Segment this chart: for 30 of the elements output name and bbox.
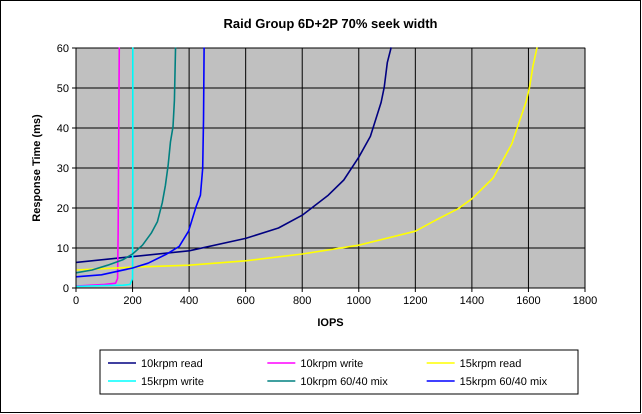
y-tick-label: 10: [56, 243, 69, 255]
x-tick-label: 1600: [516, 295, 541, 307]
chart-title: Raid Group 6D+2P 70% seek width: [224, 16, 438, 31]
y-tick-label: 60: [56, 43, 69, 55]
x-tick-label: 800: [293, 295, 312, 307]
legend-label: 15krpm read: [460, 358, 522, 370]
line-series: [76, 47, 392, 264]
x-axis-title: IOPS: [317, 317, 344, 329]
legend-label: 15krpm write: [141, 376, 204, 388]
x-tick-label: 0: [72, 295, 80, 307]
legend-label: 10krpm 60/40 mix: [300, 376, 388, 388]
y-tick-label: 20: [56, 203, 69, 215]
y-tick-label: 30: [56, 163, 69, 175]
legend-label: 10krpm write: [300, 358, 364, 370]
line-series: [76, 47, 176, 274]
x-tick-label: 400: [180, 295, 198, 307]
legend-label: 15krpm 60/40 mix: [460, 376, 548, 388]
x-tick-label: 600: [236, 295, 255, 307]
x-tick-label: 1200: [403, 295, 428, 307]
x-tick-label: 1000: [346, 295, 372, 307]
legend-label: 10krpm read: [141, 358, 203, 370]
line-series: [76, 47, 205, 278]
y-tick-label: 0: [62, 283, 69, 295]
line-series: [76, 47, 538, 271]
x-tick-label: 1800: [572, 295, 598, 307]
y-tick-label: 50: [56, 83, 69, 95]
y-axis-title: Response Time (ms): [31, 114, 43, 222]
y-tick-label: 40: [56, 123, 69, 135]
x-tick-label: 200: [123, 295, 142, 307]
x-tick-label: 1400: [460, 295, 484, 307]
